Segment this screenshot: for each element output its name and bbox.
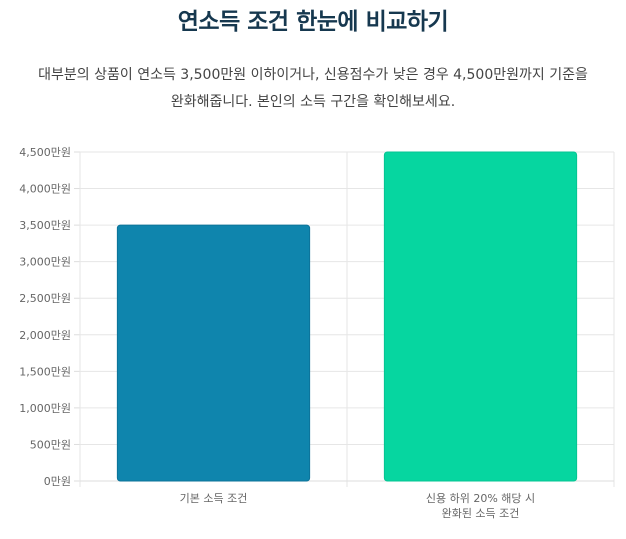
y-tick-label: 500만원 [30,438,71,451]
x-category-label: 기본 소득 조건 [180,492,248,505]
income-comparison-bar-chart: 0만원 500만원 1,000만원 1,500만원 2,000만원 2,500만원 3,00… [19,146,615,520]
y-tick-label: 1,500만원 [19,365,71,378]
x-category-label: 신용 하위 20% 해당 시 [426,491,535,505]
bar-2 [383,151,578,482]
y-tick-label: 4,000만원 [19,183,71,196]
y-tick-label: 0만원 [44,475,71,488]
page-description: 대부분의 상품이 연소득 3,500만원 이하이거나, 신용점수가 낮은 경우 … [0,62,626,116]
description-line-1: 대부분의 상품이 연소득 3,500만원 이하이거나, 신용점수가 낮은 경우 … [38,67,588,83]
y-tick-label: 2,500만원 [19,292,71,305]
bar-1 [116,224,311,482]
page-title: 연소득 조건 한눈에 비교하기 [177,9,449,35]
x-category-label: 완화된 소득 조건 [442,507,520,520]
y-tick-label: 4,500만원 [19,146,71,159]
description-line-2: 완화해줍니다. 본인의 소득 구간을 확인해보세요. [170,94,456,110]
y-tick-label: 3,000만원 [19,256,71,269]
y-tick-label: 1,000만원 [19,402,71,415]
y-tick-label: 2,000만원 [19,329,71,342]
y-tick-label: 3,500만원 [19,219,71,232]
